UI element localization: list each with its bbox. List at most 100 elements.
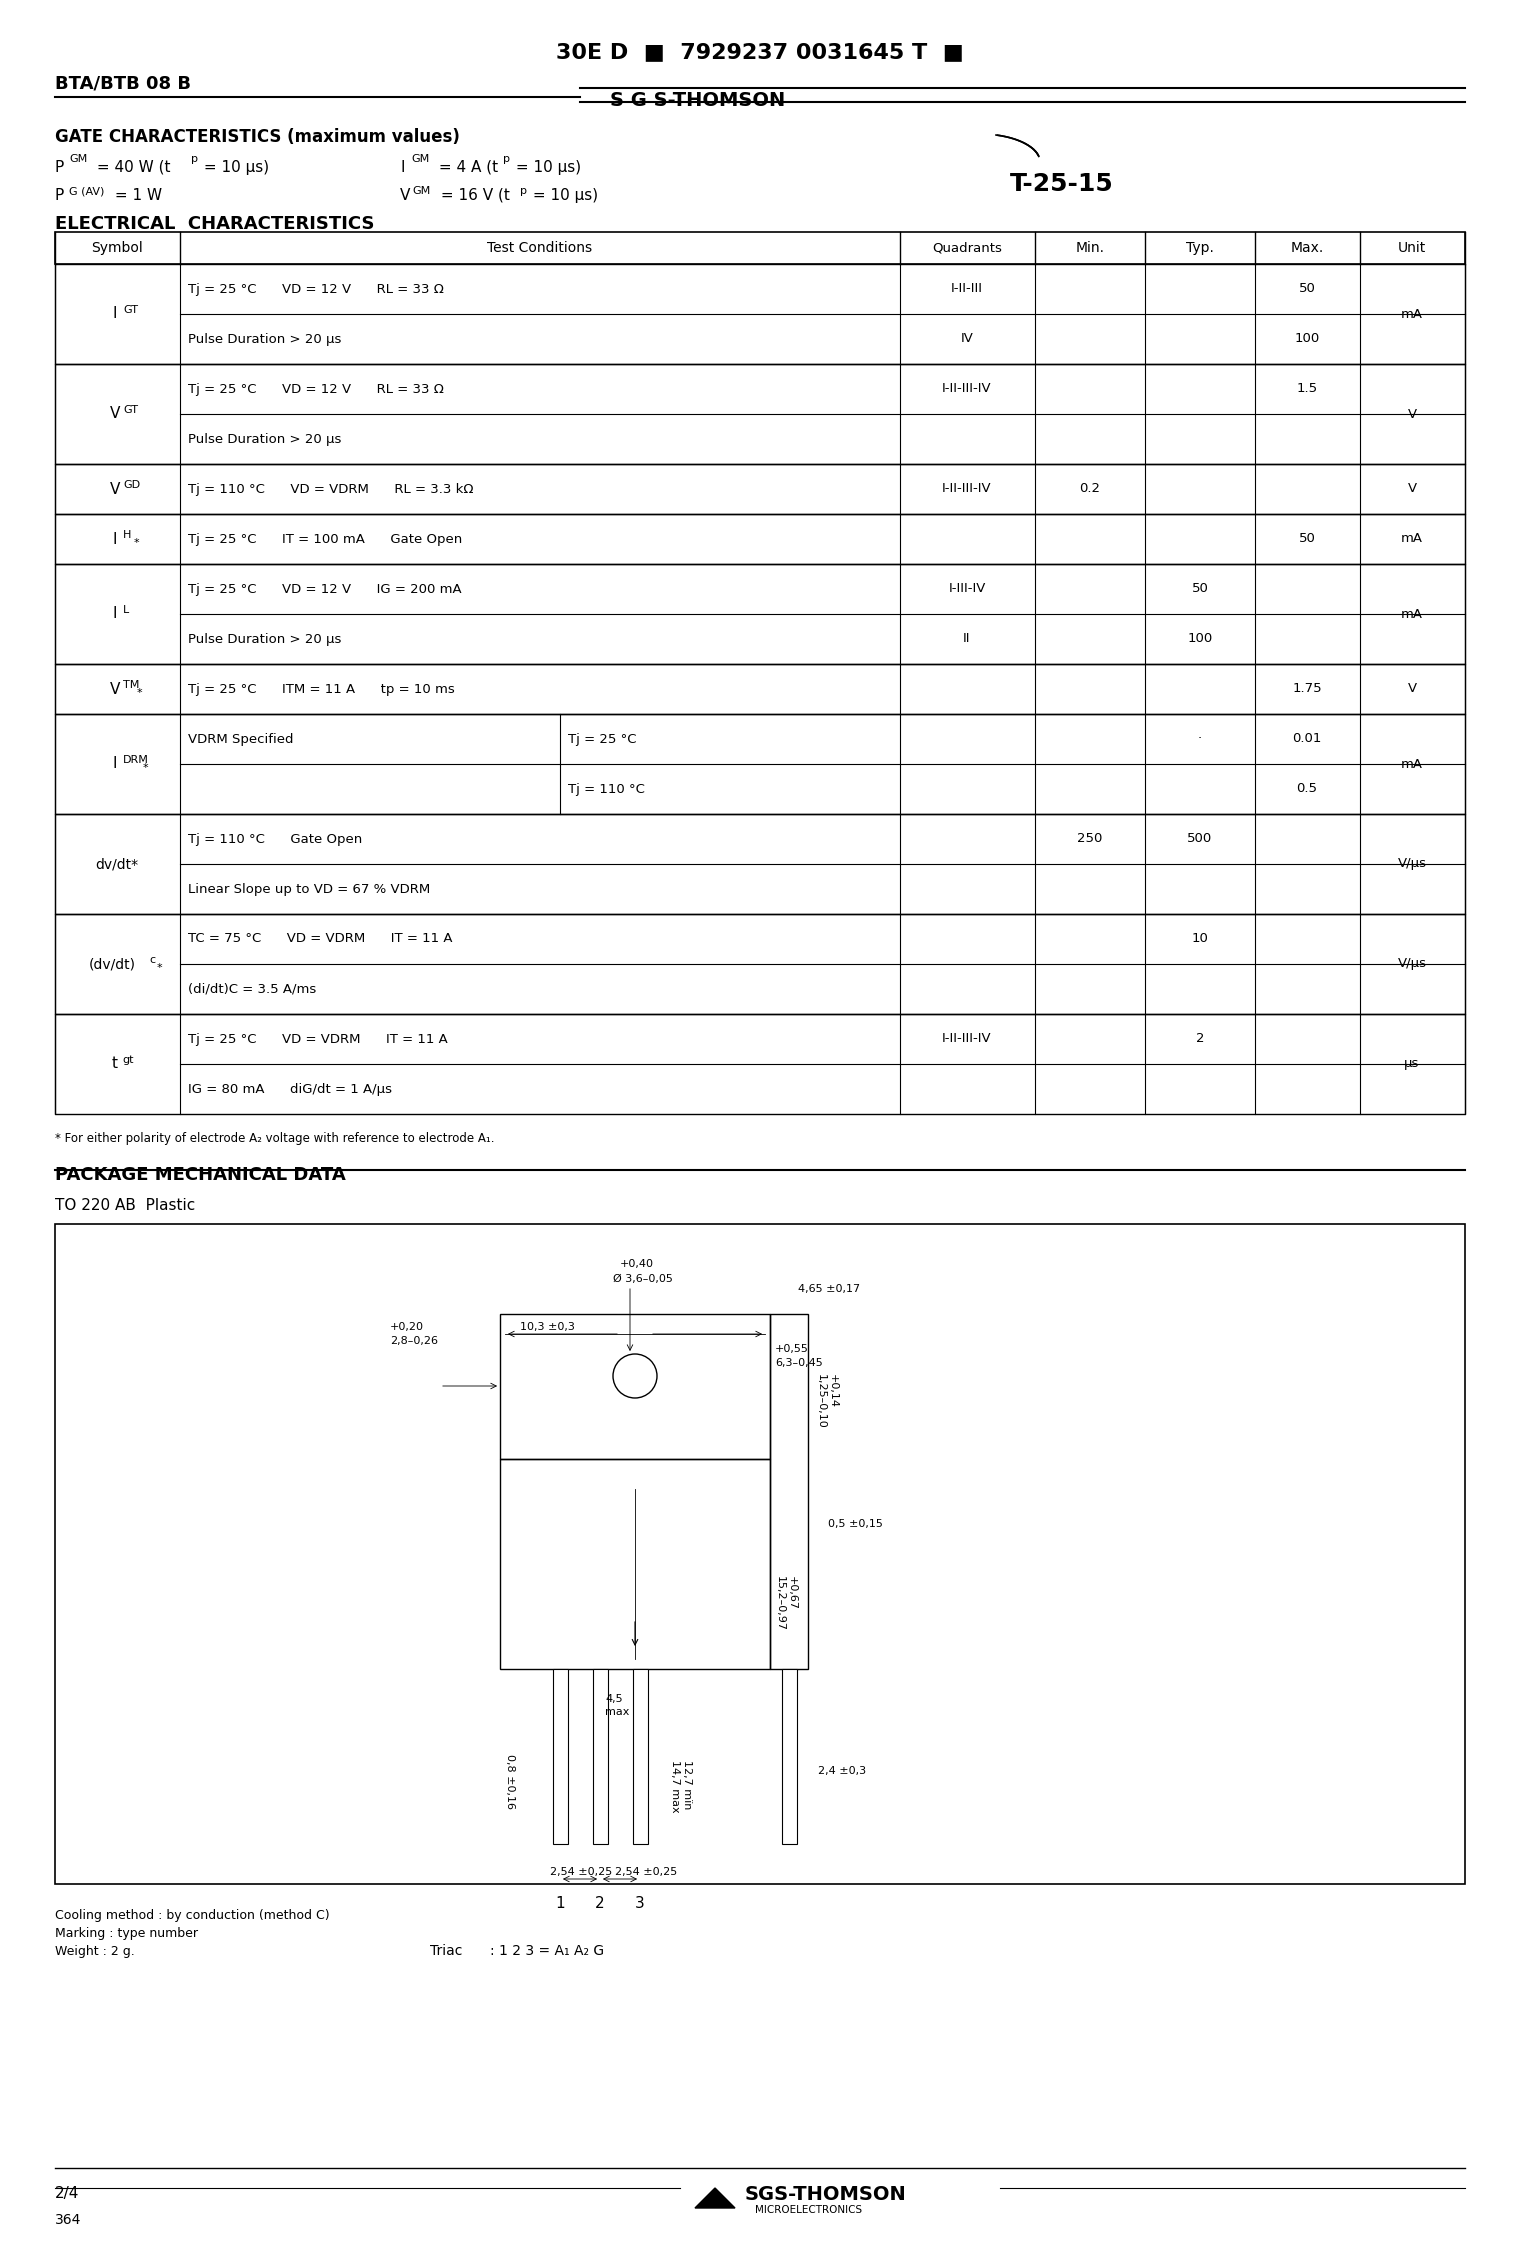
Text: Ø 3,6–0,05: Ø 3,6–0,05 [613,1273,673,1285]
Text: +0,40: +0,40 [620,1260,654,1269]
Text: dv/dt*: dv/dt* [96,857,138,871]
Text: 0.2: 0.2 [1079,482,1100,495]
Text: I: I [112,306,117,322]
Text: 2,4 ±0,3: 2,4 ±0,3 [818,1766,866,1775]
Text: GM: GM [68,153,87,164]
Text: I-II-III-IV: I-II-III-IV [942,382,993,396]
Text: I-III-IV: I-III-IV [948,583,985,596]
Text: P: P [55,189,64,202]
Text: 364: 364 [55,2214,82,2228]
Text: Tj = 25 °C      IT = 100 mA      Gate Open: Tj = 25 °C IT = 100 mA Gate Open [188,533,462,544]
Text: 2: 2 [1196,1033,1204,1046]
Text: GATE CHARACTERISTICS (maximum values): GATE CHARACTERISTICS (maximum values) [55,128,461,146]
Text: TM: TM [123,680,140,691]
Text: = 1 W: = 1 W [109,189,163,202]
Text: T-25-15: T-25-15 [1009,171,1114,196]
Text: V: V [1408,407,1417,421]
Text: Test Conditions: Test Conditions [488,241,593,254]
Bar [55,513,1465,565]
Text: *: * [134,538,140,549]
Text: Tj = 25 °C      VD = 12 V      RL = 33 Ω: Tj = 25 °C VD = 12 V RL = 33 Ω [188,284,444,295]
Text: 50: 50 [1298,533,1315,544]
Text: I-II-III-IV: I-II-III-IV [942,1033,993,1046]
Text: GT: GT [123,306,138,315]
Text: VDRM Specified: VDRM Specified [188,734,293,745]
Bar [553,1670,568,1845]
Text: = 10 μs): = 10 μs) [511,160,581,176]
Text: Cooling method : by conduction (method C): Cooling method : by conduction (method C… [55,1908,330,1922]
Text: V: V [1408,482,1417,495]
Text: mA: mA [1401,533,1423,544]
Bar [55,814,1465,914]
Text: Pulse Duration > 20 μs: Pulse Duration > 20 μs [188,432,342,446]
Text: 100: 100 [1295,333,1319,346]
Bar [55,464,1465,513]
Text: mA: mA [1401,758,1423,770]
Text: *: * [137,688,143,698]
Text: 250: 250 [1078,832,1102,846]
Text: 50: 50 [1298,284,1315,295]
Text: 1: 1 [555,1897,565,1912]
Text: 100: 100 [1187,632,1213,646]
Text: ELECTRICAL  CHARACTERISTICS: ELECTRICAL CHARACTERISTICS [55,216,374,234]
Text: V: V [400,189,410,202]
Text: Tj = 25 °C      VD = 12 V      IG = 200 mA: Tj = 25 °C VD = 12 V IG = 200 mA [188,583,462,596]
Text: μs: μs [1404,1058,1420,1071]
Text: t: t [112,1058,119,1071]
Text: gt: gt [122,1055,134,1064]
Text: 2,54 ±0,25: 2,54 ±0,25 [616,1868,678,1876]
Text: Max.: Max. [1290,241,1324,254]
Text: Unit: Unit [1398,241,1426,254]
Text: V: V [1408,682,1417,695]
Text: +0,67
15,2–0,97: +0,67 15,2–0,97 [775,1577,796,1631]
Bar [781,1670,796,1845]
Bar [632,1670,648,1845]
Text: SGS-THOMSON: SGS-THOMSON [745,2185,907,2205]
Text: p: p [520,187,527,196]
Text: 6,3–0,45: 6,3–0,45 [775,1359,822,1368]
Text: 3: 3 [635,1897,644,1912]
Text: 2,8–0,26: 2,8–0,26 [391,1336,438,1346]
Bar [55,263,1465,364]
Text: V/μs: V/μs [1397,857,1426,871]
Text: I-II-III-IV: I-II-III-IV [942,482,993,495]
Text: = 10 μs): = 10 μs) [199,160,269,176]
Text: 2: 2 [596,1897,605,1912]
Text: 2/4: 2/4 [55,2187,79,2200]
Text: Marking : type number: Marking : type number [55,1926,198,1940]
Bar [55,664,1465,713]
Text: *: * [157,963,163,972]
Text: p: p [503,153,511,164]
Text: P: P [55,160,64,176]
Text: Tj = 110 °C      VD = VDRM      RL = 3.3 kΩ: Tj = 110 °C VD = VDRM RL = 3.3 kΩ [188,482,474,495]
Text: Pulse Duration > 20 μs: Pulse Duration > 20 μs [188,333,342,346]
Text: (dv/dt): (dv/dt) [88,956,135,972]
Text: 4,5: 4,5 [605,1694,623,1703]
Text: 10: 10 [1192,932,1208,945]
Text: 50: 50 [1192,583,1208,596]
Text: Linear Slope up to VD = 67 % VDRM: Linear Slope up to VD = 67 % VDRM [188,882,430,896]
Text: GM: GM [410,153,429,164]
Text: L: L [123,605,129,614]
Text: Typ.: Typ. [1186,241,1214,254]
Text: 10,3 ±0,3: 10,3 ±0,3 [520,1323,575,1332]
Text: I: I [400,160,404,176]
Text: : 1 2 3 = A₁ A₂ G: : 1 2 3 = A₁ A₂ G [489,1944,603,1958]
Text: I: I [112,756,117,772]
Bar [55,565,1465,664]
Text: ·: · [1198,734,1202,745]
Text: mA: mA [1401,608,1423,621]
Text: 500: 500 [1187,832,1213,846]
Text: V: V [109,682,120,698]
Text: = 16 V (t: = 16 V (t [436,189,509,202]
Text: I: I [112,531,117,547]
Text: 12,7 mïn
14,7 max: 12,7 mïn 14,7 max [670,1760,692,1811]
Text: +0,55: +0,55 [775,1343,809,1354]
Text: 1.5: 1.5 [1297,382,1318,396]
Text: Tj = 25 °C: Tj = 25 °C [568,734,637,745]
Text: Weight : 2 g.: Weight : 2 g. [55,1944,135,1958]
Text: 4,65 ±0,17: 4,65 ±0,17 [798,1285,860,1294]
Bar [593,1670,608,1845]
Text: I-II-III: I-II-III [952,284,983,295]
Text: max: max [605,1708,629,1717]
